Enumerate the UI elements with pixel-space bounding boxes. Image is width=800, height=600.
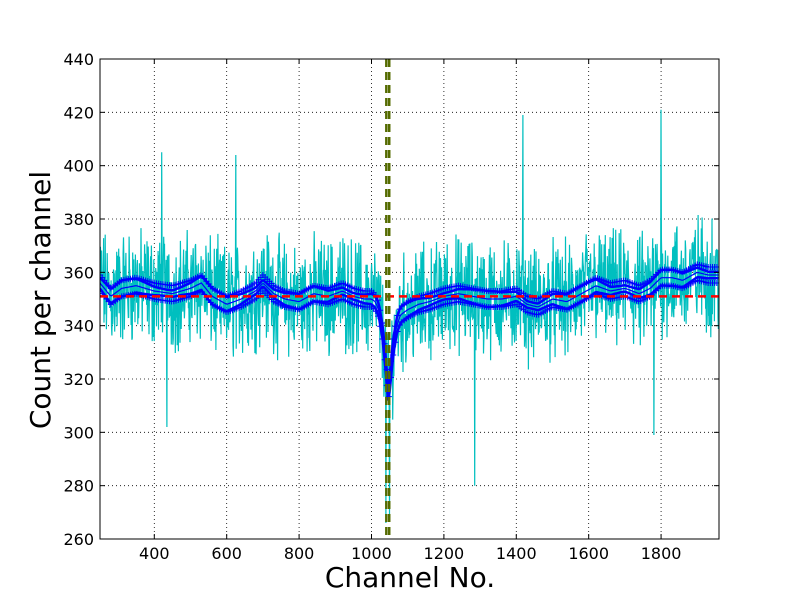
fit-marker — [390, 336, 397, 342]
fit-marker — [392, 323, 399, 330]
y-tick-label: 440 — [63, 50, 94, 69]
fit-marker — [381, 340, 388, 347]
fit-marker — [392, 339, 399, 346]
plot-area — [100, 59, 719, 539]
y-tick-label: 400 — [63, 157, 94, 176]
fit-marker — [394, 312, 401, 319]
fit-marker — [375, 297, 382, 304]
x-tick-label: 1000 — [351, 544, 392, 563]
fit-marker — [375, 313, 382, 320]
x-tick-label: 600 — [211, 544, 242, 563]
fit-marker — [390, 352, 397, 358]
fit-marker — [396, 322, 403, 329]
fit-marker — [394, 328, 401, 335]
x-tick-label: 1600 — [568, 544, 609, 563]
fit-center-line — [100, 271, 719, 394]
fit-band-line — [100, 266, 719, 386]
x-tick-label: 1200 — [424, 544, 465, 563]
x-tick-label: 800 — [284, 544, 315, 563]
y-tick-label: 420 — [63, 103, 94, 122]
fit-marker — [372, 308, 379, 315]
x-tick-label: 400 — [139, 544, 170, 563]
y-tick-label: 340 — [63, 317, 94, 336]
fit-marker — [396, 306, 403, 313]
axis-ticks: 400 600 800 1000 1200 1400 1600 1800 260 280 300 32… — [63, 50, 719, 563]
fit-marker — [716, 280, 719, 286]
fit-marker — [379, 336, 386, 342]
y-tick-label: 360 — [63, 263, 94, 282]
x-axis-label: Channel No. — [325, 561, 495, 594]
y-tick-label: 300 — [63, 423, 94, 442]
raw-counts-line — [100, 109, 719, 524]
y-axis-label: Count per channel — [24, 171, 57, 429]
fit-marker — [377, 307, 384, 314]
y-tick-label: 320 — [63, 370, 94, 389]
y-tick-label: 280 — [63, 477, 94, 496]
fit-marker — [716, 264, 719, 270]
y-tick-label: 380 — [63, 210, 94, 229]
axes-frame — [99, 58, 720, 540]
x-tick-label: 1800 — [641, 544, 682, 563]
y-tick-label: 260 — [63, 530, 94, 549]
x-tick-label: 1400 — [496, 544, 537, 563]
fit-marker — [377, 323, 384, 330]
fit-marker — [379, 320, 386, 326]
